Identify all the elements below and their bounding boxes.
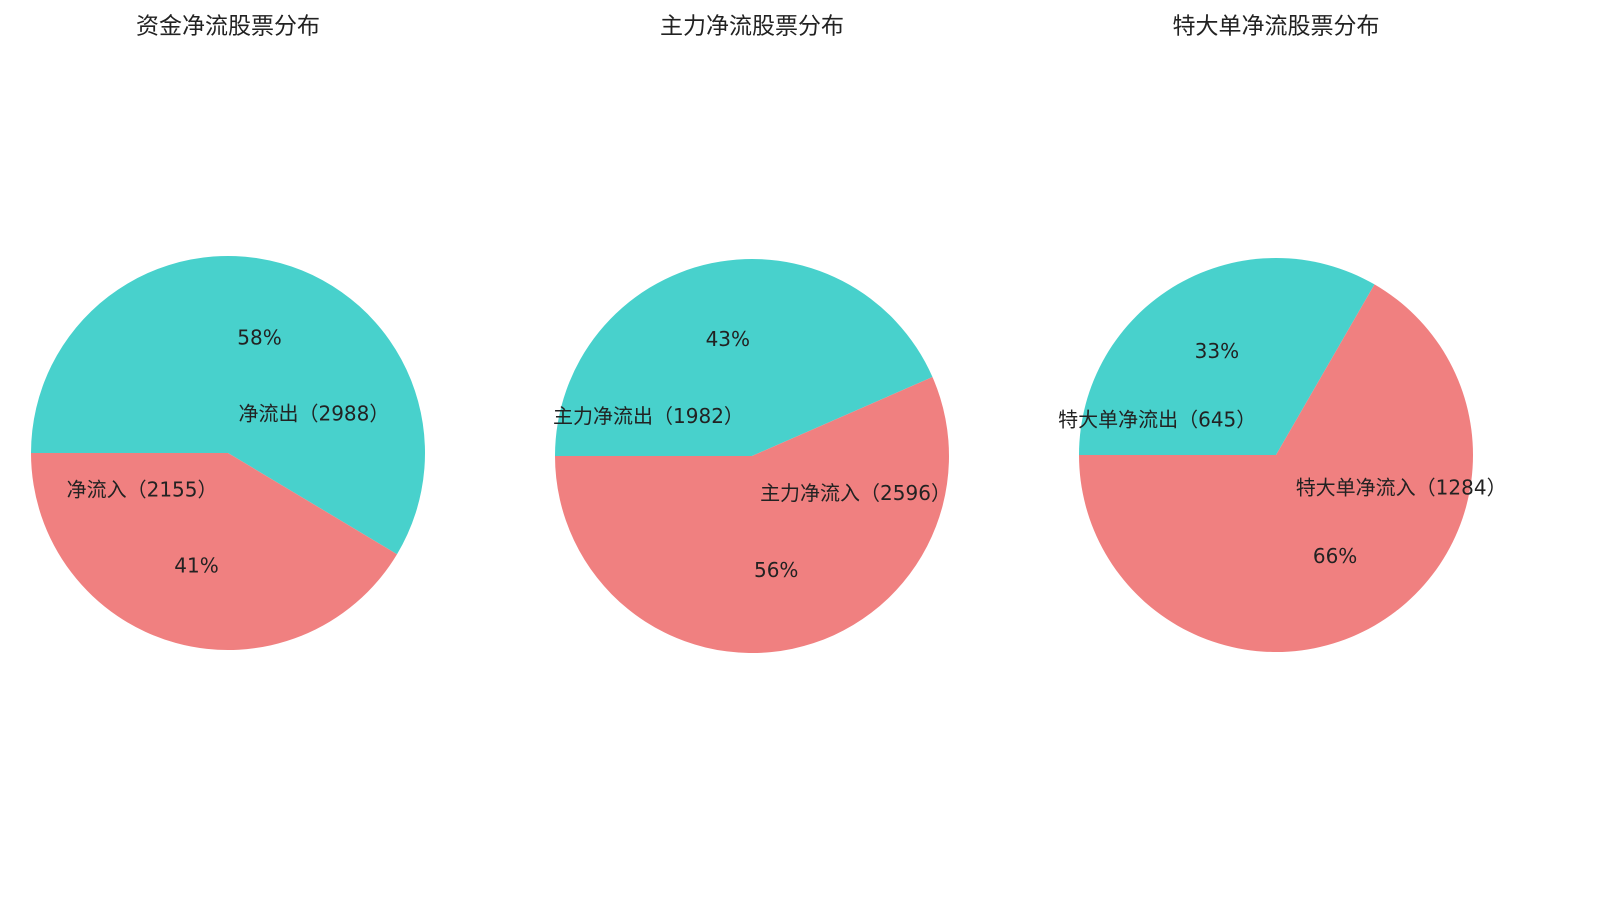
pie-slice [555, 258, 933, 456]
chart-title: 特大单净流股票分布 [1173, 14, 1380, 40]
slice-label: 净流入（2155） [67, 477, 218, 501]
chart-title: 主力净流股票分布 [660, 14, 844, 40]
pie-slice [555, 377, 949, 653]
value-label: 33% [1195, 339, 1239, 363]
pie-slice [30, 453, 398, 651]
value-label: 56% [754, 558, 798, 582]
value-label: 66% [1313, 544, 1357, 568]
pie-slice [1079, 284, 1473, 653]
value-label: 41% [174, 553, 218, 577]
value-label: 43% [706, 327, 750, 351]
value-label: 58% [237, 326, 281, 350]
slice-label: 主力净流入（2596） [760, 481, 951, 505]
chart-title: 资金净流股票分布 [136, 14, 320, 40]
slice-label: 特大单净流出（645） [1058, 407, 1256, 431]
slice-label: 特大单净流入（1284） [1296, 476, 1507, 500]
slice-label: 主力净流出（1982） [553, 404, 744, 428]
pie-slice [1079, 258, 1375, 455]
pie-slice [31, 256, 425, 555]
slice-label: 净流出（2988） [238, 402, 389, 426]
